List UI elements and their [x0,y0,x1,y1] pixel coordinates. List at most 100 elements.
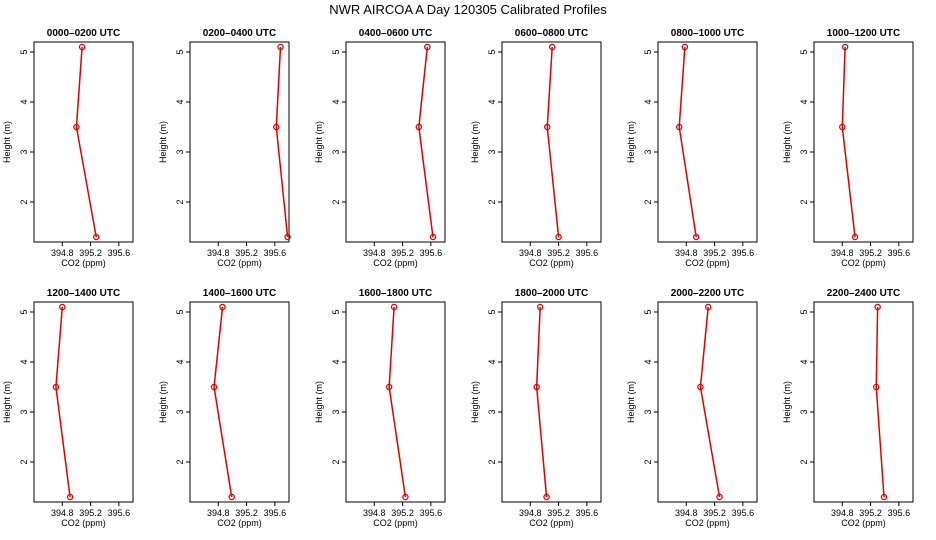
y-tick-label: 3 [331,409,341,414]
y-tick-label: 3 [19,409,29,414]
x-tick-label: 395.2 [703,508,726,518]
x-tick-label: 395.6 [888,508,911,518]
x-tick-label: 395.2 [859,248,882,258]
x-tick-label: 394.8 [519,508,542,518]
x-tick-label: 394.8 [51,248,74,258]
x-tick-label: 395.6 [108,248,131,258]
x-tick-label: 395.6 [732,248,755,258]
profile-line [275,46,289,238]
y-tick-label: 5 [331,49,341,54]
panel-title: 0600–0800 UTC [515,28,588,39]
data-point [59,303,66,311]
x-tick-label: 395.2 [547,508,570,518]
x-tick-label: 394.8 [207,248,230,258]
y-axis-label: Height (m) [470,121,480,163]
panel-title: 1000–1200 UTC [827,28,900,39]
y-tick-label: 5 [487,309,497,314]
y-tick-label: 5 [799,49,809,54]
data-point [536,303,544,311]
x-tick-label: 395.2 [79,248,102,258]
profile-line [546,46,560,238]
x-tick-label: 395.2 [79,508,102,518]
x-tick-label: 394.8 [831,508,854,518]
y-tick-label: 5 [19,49,29,54]
x-tick-label: 395.6 [576,508,599,518]
profile-panel: 0800–1000 UTC 394.8 395.2 395.6 2 3 4 5 CO2 (ppm… [626,28,758,268]
y-axis-label: Height (m) [470,381,480,423]
data-point [415,123,423,131]
y-tick-label: 5 [175,309,185,314]
data-point [385,383,393,391]
profile-line [841,46,856,238]
panel-title: 1800–2000 UTC [515,288,588,299]
plot-frame [189,301,290,503]
profile-line [55,306,71,498]
data-point [555,233,562,241]
y-tick-label: 4 [643,359,653,364]
data-point [880,493,888,501]
profile-panel: 2000–2200 UTC 394.8 395.2 395.6 2 3 4 5 CO2 (ppm… [626,288,758,528]
data-point [675,123,683,131]
profile-line [699,306,721,498]
data-point [548,43,556,51]
data-point [78,43,86,51]
panel-title: 0200–0400 UTC [203,28,276,39]
plot-frame [501,301,602,503]
data-point [692,233,700,241]
x-tick-label: 394.8 [675,248,698,258]
x-axis-label: CO2 (ppm) [61,518,106,528]
y-tick-label: 2 [643,199,653,204]
x-tick-label: 395.6 [264,248,287,258]
panel-title: 1600–1800 UTC [359,288,432,299]
profile-panel: 1600–1800 UTC 394.8 395.2 395.6 2 3 4 5 CO2 (ppm… [314,288,446,528]
data-point [390,303,398,311]
data-point [851,233,859,241]
x-tick-label: 395.2 [391,508,414,518]
data-point [429,233,437,241]
data-point [697,383,704,391]
profile-line [535,306,548,498]
y-tick-label: 5 [643,309,653,314]
data-point [277,43,284,51]
profile-line [75,46,97,238]
x-axis-label: CO2 (ppm) [217,258,262,268]
x-tick-label: 395.6 [264,508,287,518]
y-tick-label: 2 [331,459,341,464]
data-point [228,493,235,501]
profile-panel: 1400–1600 UTC 394.8 395.2 395.6 2 3 4 5 CO2 (ppm… [158,288,290,528]
data-point [874,303,881,311]
x-tick-label: 395.2 [235,248,258,258]
panel-title: 1400–1600 UTC [203,288,276,299]
data-point [73,123,80,131]
profile-panel: 1200–1400 UTC 394.8 395.2 395.6 2 3 4 5 CO2 (ppm… [2,288,134,528]
y-tick-label: 2 [175,199,185,204]
plot-frame [345,41,446,243]
profile-panel: 0200–0400 UTC 394.8 395.2 395.6 2 3 4 5 CO2 (ppm… [158,28,291,268]
y-tick-label: 4 [175,99,185,104]
x-tick-label: 395.6 [108,508,131,518]
data-point [839,123,846,131]
panel-grid: 0000–0200 UTC 394.8 395.2 395.6 2 3 4 5 CO2 (ppm… [2,28,914,528]
panel-title: 2200–2400 UTC [827,288,900,299]
y-tick-label: 4 [487,99,497,104]
x-tick-label: 395.2 [235,508,258,518]
data-point [424,43,431,51]
x-axis-label: CO2 (ppm) [841,258,886,268]
plot-frame [501,41,602,243]
data-point [716,493,723,501]
y-tick-label: 2 [19,199,29,204]
y-tick-label: 2 [19,459,29,464]
y-tick-label: 4 [331,99,341,104]
y-tick-label: 5 [643,49,653,54]
y-tick-label: 2 [331,199,341,204]
panel-title: 0400–0600 UTC [359,28,432,39]
y-tick-label: 3 [487,149,497,154]
x-tick-label: 395.2 [391,248,414,258]
profile-panel: 0400–0600 UTC 394.8 395.2 395.6 2 3 4 5 CO2 (ppm… [314,28,446,268]
panel-title: 0000–0200 UTC [47,28,120,39]
data-point [273,123,280,131]
profile-line [678,46,697,238]
y-tick-label: 3 [643,409,653,414]
x-tick-label: 394.8 [51,508,74,518]
